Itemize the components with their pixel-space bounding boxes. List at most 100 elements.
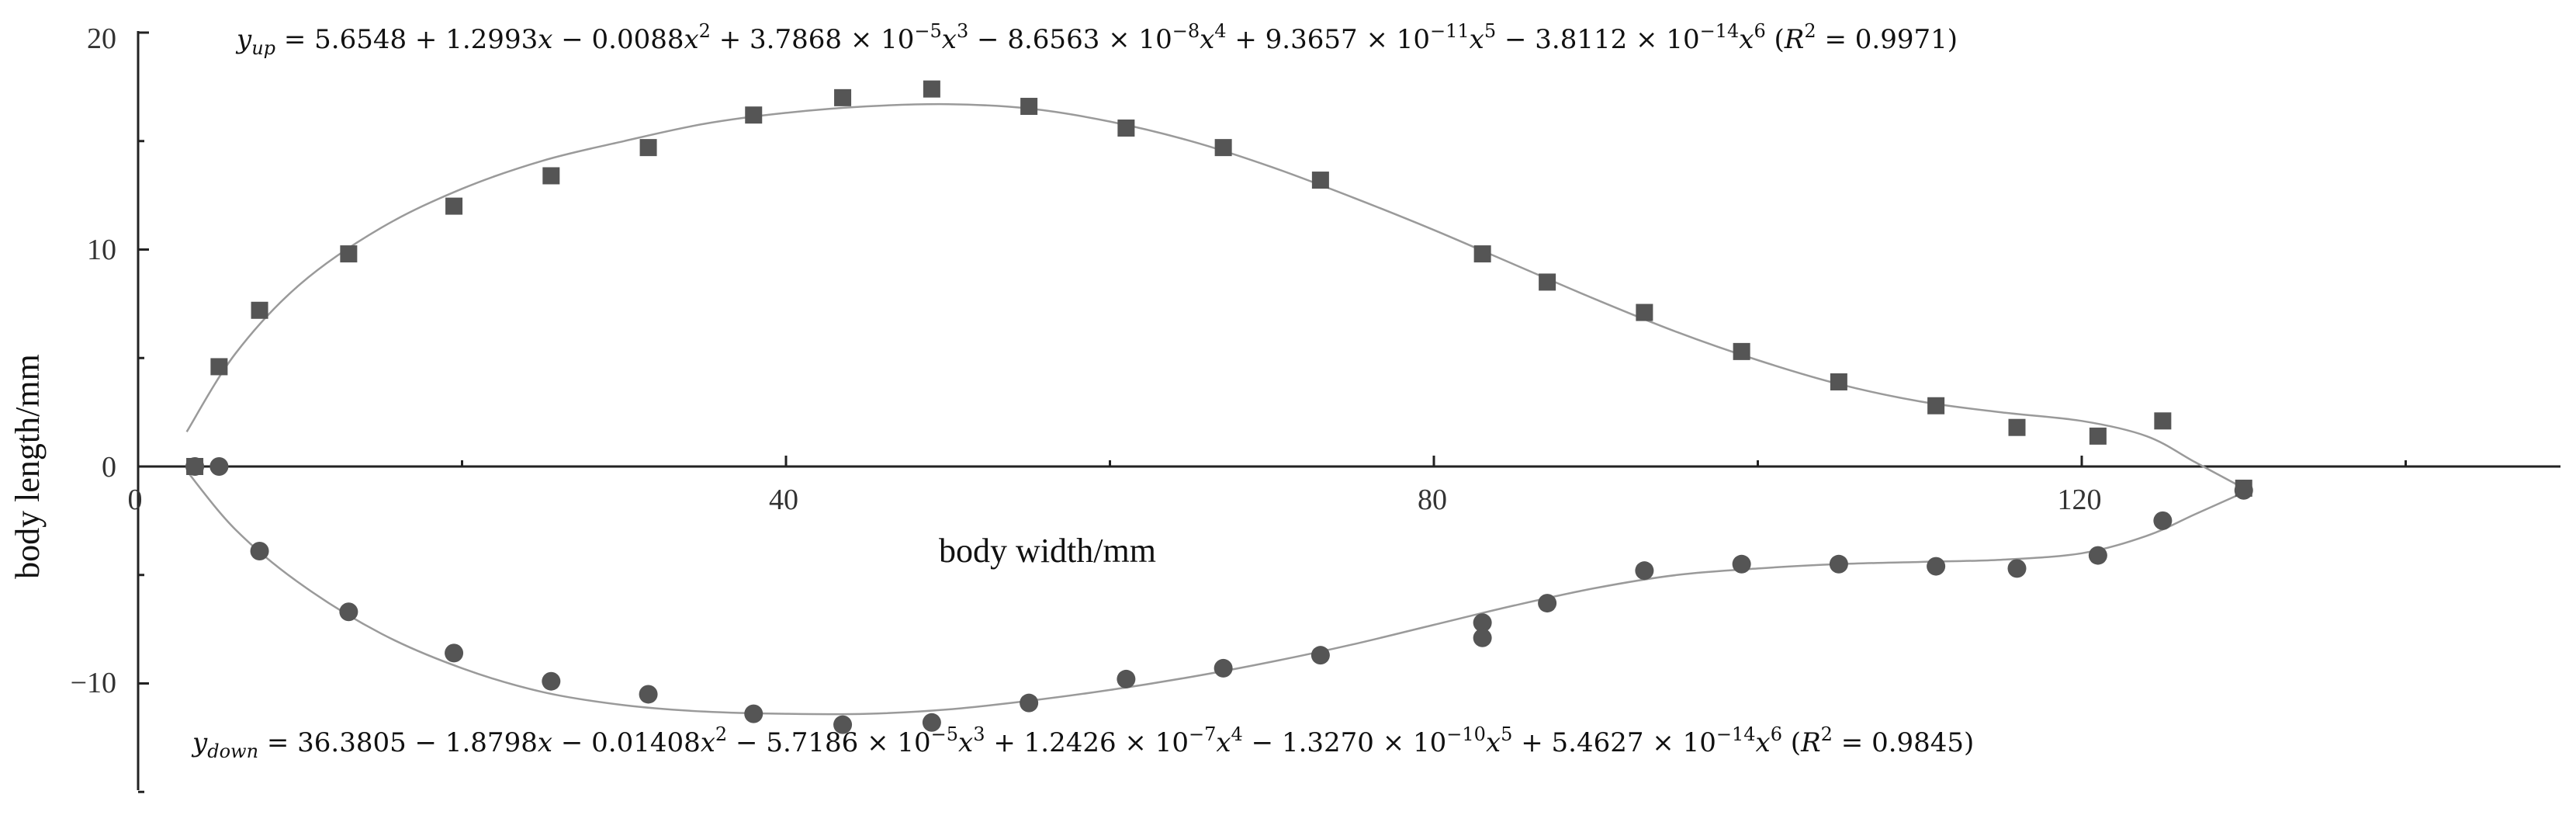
eq-exponent: −8 xyxy=(1172,20,1200,42)
circle-data-point xyxy=(1829,554,1848,574)
eq-text: × 10 xyxy=(1374,727,1446,758)
eq-variable: R xyxy=(1800,727,1821,758)
eq-text: × 10 xyxy=(1358,24,1430,55)
square-data-point xyxy=(1636,303,1653,321)
eq-variable: x xyxy=(1739,24,1754,55)
eq-text: × 10 xyxy=(858,727,930,758)
eq-exponent: −5 xyxy=(914,20,941,42)
circle-data-point xyxy=(209,457,229,476)
square-data-point xyxy=(210,358,228,376)
eq-exponent: −14 xyxy=(1700,20,1740,42)
circle-data-point xyxy=(2088,546,2107,565)
eq-lhs-subscript: up xyxy=(251,37,275,59)
eq-variable: R xyxy=(1784,24,1805,55)
square-data-point xyxy=(1733,342,1750,360)
circle-data-point xyxy=(1635,561,1654,581)
eq-coefficient: 9.3657 xyxy=(1265,24,1358,55)
circle-data-point xyxy=(1732,554,1751,574)
eq-text: − xyxy=(407,727,445,758)
circle-data-point xyxy=(250,542,269,561)
eq-variable: x xyxy=(538,727,552,758)
x-tick-label: 80 xyxy=(1418,484,1447,516)
eq-text: ( xyxy=(1766,24,1785,55)
y-tick-label: 20 xyxy=(87,23,116,55)
circle-data-point xyxy=(1020,693,1039,713)
circle-data-point xyxy=(339,602,358,622)
square-data-point xyxy=(834,88,852,106)
eq-variable: x xyxy=(1470,24,1484,55)
square-data-point xyxy=(745,106,763,124)
eq-coefficient: 36.3805 xyxy=(297,727,407,758)
x-tick-label: 40 xyxy=(769,484,798,516)
eq-power: 2 xyxy=(699,20,711,42)
circle-data-point xyxy=(1538,594,1557,613)
eq-coefficient: 3.7868 xyxy=(750,24,842,55)
eq-text: − xyxy=(727,727,766,758)
eq-coefficient: 5.4627 xyxy=(1552,727,1644,758)
eq-text: ( xyxy=(1782,727,1801,758)
eq-text: − xyxy=(552,24,591,55)
eq-power: 2 xyxy=(715,723,727,745)
eq-text: ) xyxy=(1948,24,1958,55)
square-data-point xyxy=(2008,418,2026,436)
lower-fit-curve xyxy=(185,470,2245,716)
eq-text: − xyxy=(1243,727,1282,758)
circle-data-point xyxy=(185,457,205,476)
circle-data-point xyxy=(744,704,763,723)
circle-data-point xyxy=(2234,480,2253,500)
eq-power: 4 xyxy=(1231,723,1243,745)
circle-data-point xyxy=(2153,511,2173,530)
square-data-point xyxy=(340,245,358,263)
square-data-point xyxy=(1214,139,1232,157)
axis-ticks xyxy=(137,31,2407,793)
circle-data-point xyxy=(1473,628,1492,647)
eq-coefficient: 1.2993 xyxy=(445,24,538,55)
eq-variable: x xyxy=(1216,727,1231,758)
eq-text: + xyxy=(1227,24,1265,55)
circle-data-point xyxy=(833,715,853,734)
eq-power: 5 xyxy=(1501,723,1512,745)
eq-power: 6 xyxy=(1771,723,1782,745)
eq-power: 5 xyxy=(1484,20,1496,42)
circle-data-point xyxy=(542,671,561,691)
eq-variable: x xyxy=(1200,24,1214,55)
eq-text: + xyxy=(1512,727,1551,758)
eq-text: + xyxy=(711,24,750,55)
eq-power: 2 xyxy=(1821,723,1833,745)
circle-data-point xyxy=(445,643,464,663)
eq-exponent: −7 xyxy=(1189,723,1216,745)
y-tick-label: 10 xyxy=(87,234,116,266)
square-data-point xyxy=(1927,397,1945,414)
circle-data-point xyxy=(2007,559,2027,578)
eq-text: = xyxy=(258,727,297,758)
square-data-point xyxy=(1020,98,1038,116)
square-data-point xyxy=(1539,273,1556,291)
eq-exponent: −5 xyxy=(931,723,958,745)
x-tick-label: 120 xyxy=(2058,484,2102,516)
eq-coefficient: 5.7186 xyxy=(766,727,858,758)
eq-exponent: −10 xyxy=(1446,723,1486,745)
eq-text: = xyxy=(1833,727,1871,758)
eq-coefficient: 1.3270 xyxy=(1282,727,1374,758)
circle-data-point xyxy=(1473,613,1492,633)
eq-text: − xyxy=(552,727,591,758)
circle-data-point xyxy=(1927,557,1946,576)
eq-text: + xyxy=(985,727,1024,758)
y-axis-title: body length/mm xyxy=(9,354,47,579)
data-markers xyxy=(185,80,2253,734)
eq-power: 3 xyxy=(957,20,968,42)
eq-coefficient: 8.6563 xyxy=(1007,24,1099,55)
eq-text: × 10 xyxy=(1117,727,1189,758)
square-data-point xyxy=(2089,427,2107,445)
eq-exponent: −14 xyxy=(1716,723,1756,745)
square-data-point xyxy=(2154,412,2172,430)
square-data-point xyxy=(1311,172,1329,189)
eq-coefficient: 0.0088 xyxy=(592,24,684,55)
circle-data-point xyxy=(922,713,941,732)
eq-power: 6 xyxy=(1754,20,1765,42)
square-data-point xyxy=(542,167,560,185)
eq-coefficient: 1.2426 xyxy=(1024,727,1117,758)
square-data-point xyxy=(1473,245,1491,263)
